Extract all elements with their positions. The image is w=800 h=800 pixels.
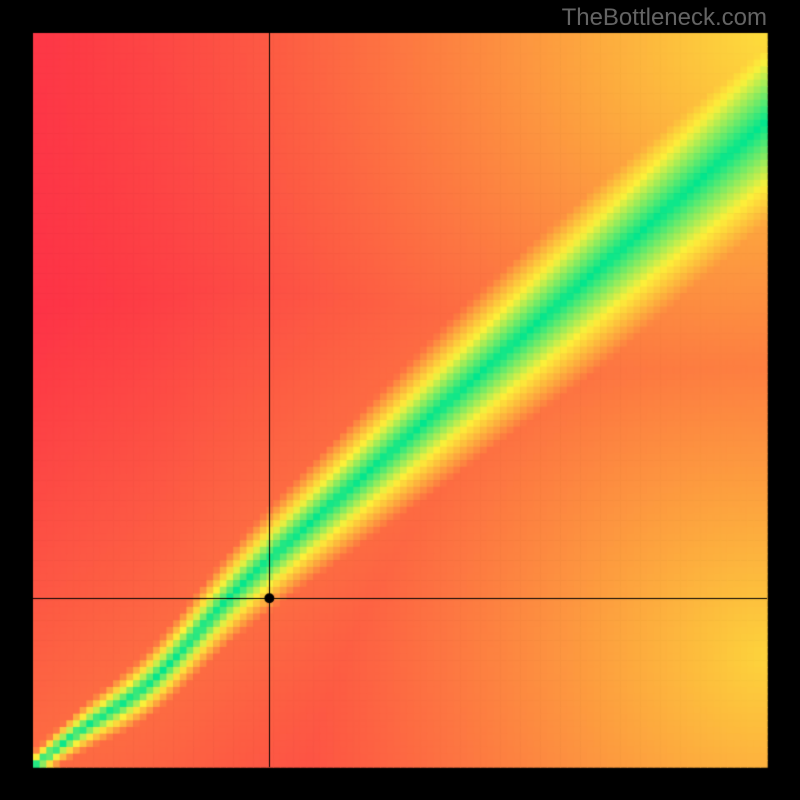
bottleneck-heatmap <box>0 0 800 800</box>
watermark-text: TheBottleneck.com <box>562 4 767 32</box>
